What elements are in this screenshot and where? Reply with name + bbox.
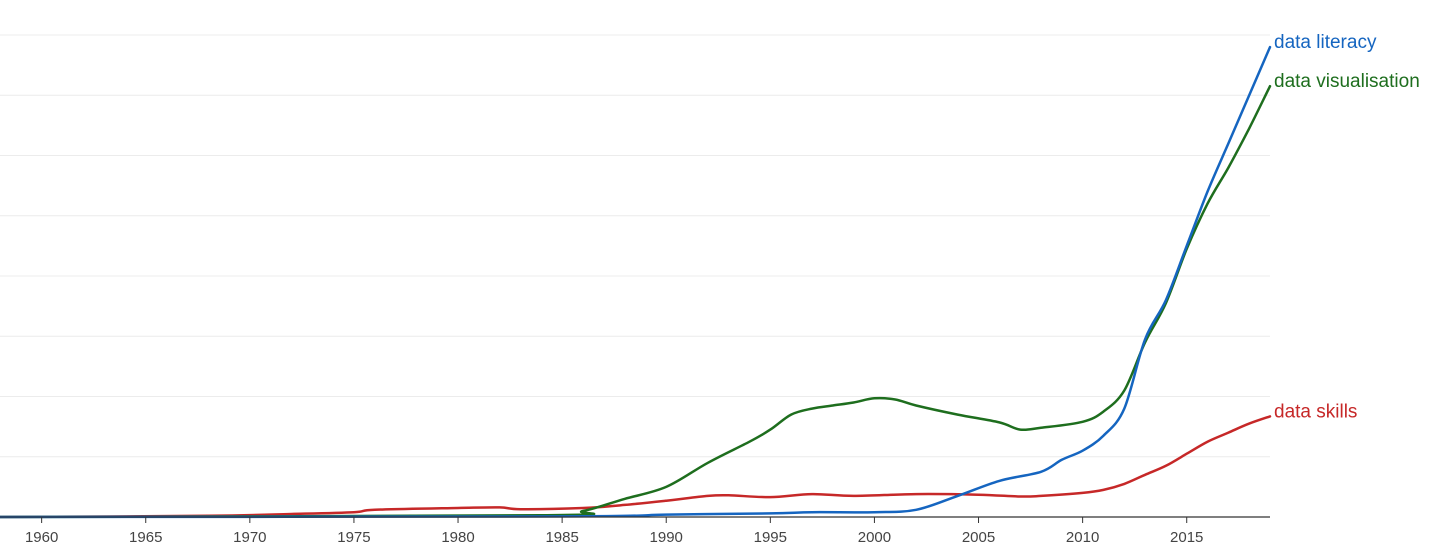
- x-tick-label: 2015: [1170, 529, 1203, 546]
- x-tick-label: 1960: [25, 529, 58, 546]
- series-line-data-literacy: [0, 45, 1272, 519]
- x-tick-label: 2000: [858, 529, 891, 546]
- series-lines: [0, 45, 1272, 519]
- series-end-labels: data literacy data visualisation data skil…: [1274, 32, 1420, 422]
- series-label-data-skills: data skills: [1274, 401, 1357, 422]
- x-axis-ticks: 1960 1965 1970 1975 1980 1985 1990 1995 2000 2005…: [25, 517, 1203, 546]
- x-tick-label: 1970: [233, 529, 266, 546]
- x-tick-label: 2010: [1066, 529, 1099, 546]
- series-line-data-skills: [0, 415, 1272, 519]
- series-label-data-literacy: data literacy: [1274, 32, 1377, 53]
- x-tick-label: 1980: [441, 529, 474, 546]
- x-tick-label: 1990: [650, 529, 683, 546]
- series-label-data-visualisation: data visualisation: [1274, 71, 1420, 92]
- x-tick-label: 1995: [754, 529, 787, 546]
- x-tick-label: 2005: [962, 529, 995, 546]
- series-line-data-visualisation: [0, 84, 1272, 519]
- x-tick-label: 1975: [337, 529, 370, 546]
- x-tick-label: 1965: [129, 529, 162, 546]
- x-tick-label: 1985: [545, 529, 578, 546]
- gridlines: [0, 34, 1270, 458]
